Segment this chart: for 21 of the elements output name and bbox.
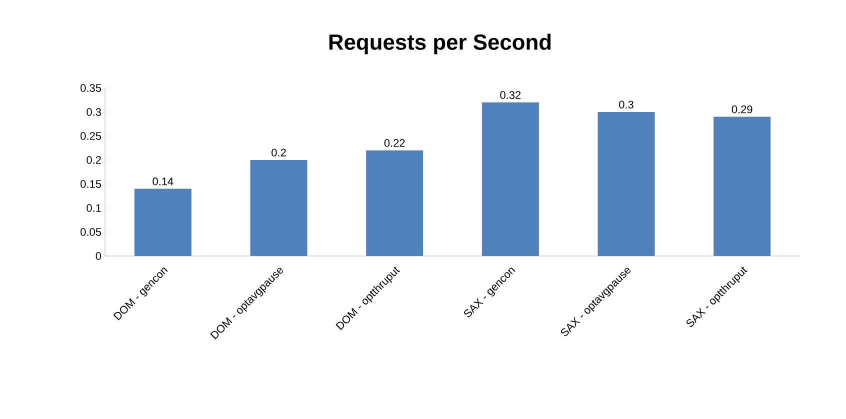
bar [482,102,539,256]
bar [134,188,192,256]
y-tick-label: 0.05 [80,228,102,236]
data-label: 0.22 [384,139,405,147]
bar [714,116,771,256]
bar [250,160,308,256]
y-tick-label: 0.35 [80,84,102,92]
bar [366,150,424,256]
bar [598,112,655,256]
data-label: 0.3 [619,100,634,108]
y-tick-label: 0.2 [86,156,101,164]
chart-title: Requests per Second [329,34,551,54]
data-label: 0.29 [732,106,752,114]
y-tick-label: 0.15 [80,180,102,188]
y-tick-label: 0.3 [86,108,101,116]
y-tick-label: 0.1 [86,204,101,212]
y-tick-label: 0.25 [80,132,102,140]
data-label: 0.2 [272,148,286,156]
data-label: 0.32 [500,91,521,99]
y-tick-label: 0 [96,252,102,260]
data-label: 0.14 [152,178,174,186]
